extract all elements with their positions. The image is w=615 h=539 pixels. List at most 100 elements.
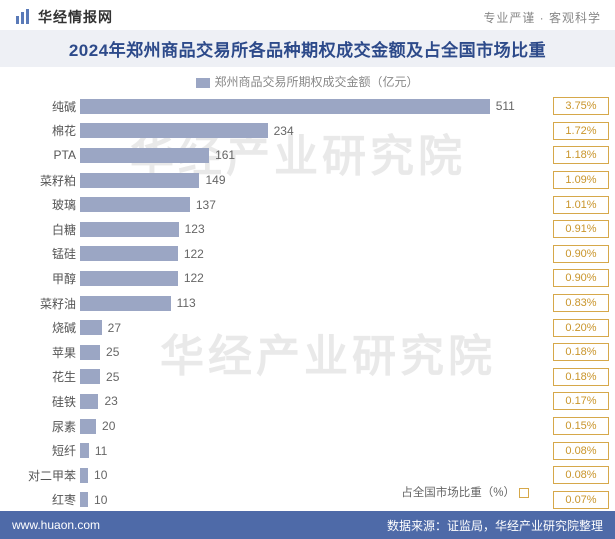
brand-slogan: 专业严谨 · 客观科学 [483, 9, 601, 26]
bar [80, 271, 178, 286]
bar-chart: 纯碱5113.75%棉花2341.72%PTA1611.18%菜籽粕1491.0… [0, 92, 615, 510]
bar [80, 369, 100, 384]
pct-box: 3.75% [553, 97, 609, 115]
bar [80, 99, 490, 114]
value-label: 113 [177, 296, 196, 310]
pct-box: 0.15% [553, 417, 609, 435]
category-label: 锰硅 [0, 245, 76, 262]
legend-series: 郑州商品交易所期权成交金额（亿元） [0, 67, 615, 92]
bar [80, 320, 102, 335]
bar-row: 菜籽粕1491.09% [80, 168, 521, 193]
pct-box: 0.20% [553, 319, 609, 337]
category-label: 菜籽油 [0, 295, 76, 312]
bar [80, 394, 98, 409]
value-label: 161 [215, 148, 235, 162]
bar [80, 443, 89, 458]
value-label: 10 [94, 493, 107, 507]
bar-row: 尿素200.15% [80, 414, 521, 439]
pct-legend: 占全国市场比重（%） [399, 483, 531, 501]
bar [80, 492, 88, 507]
bar [80, 148, 209, 163]
bar-row: 棉花2341.72% [80, 119, 521, 144]
pct-box: 0.18% [553, 343, 609, 361]
value-label: 23 [104, 394, 117, 408]
bar-row: 烧碱270.20% [80, 315, 521, 340]
bar-row: 苹果250.18% [80, 340, 521, 365]
bar-row: 锰硅1220.90% [80, 242, 521, 267]
bar-row: PTA1611.18% [80, 143, 521, 168]
category-label: 烧碱 [0, 319, 76, 336]
value-label: 137 [196, 198, 216, 212]
value-label: 122 [184, 271, 204, 285]
legend-swatch-icon [196, 78, 210, 88]
pct-box: 0.91% [553, 220, 609, 238]
category-label: 花生 [0, 368, 76, 385]
bar [80, 173, 199, 188]
pct-box: 1.01% [553, 196, 609, 214]
category-label: 红枣 [0, 491, 76, 508]
category-label: 尿素 [0, 418, 76, 435]
logo-icon [14, 8, 32, 26]
chart-title: 2024年郑州商品交易所各品种期权成交金额及占全国市场比重 [0, 30, 615, 67]
bar-row: 纯碱5113.75% [80, 94, 521, 119]
bar-row: 白糖1230.91% [80, 217, 521, 242]
category-label: 甲醇 [0, 270, 76, 287]
bar [80, 468, 88, 483]
bar [80, 419, 96, 434]
value-label: 11 [95, 444, 107, 458]
bar [80, 296, 171, 311]
bar-row: 菜籽油1130.83% [80, 291, 521, 316]
legend-series-label: 郑州商品交易所期权成交金额（亿元） [214, 75, 418, 89]
value-label: 10 [94, 468, 107, 482]
category-label: 对二甲苯 [0, 467, 76, 484]
bar-row: 短纤110.08% [80, 438, 521, 463]
bar [80, 123, 268, 138]
brand-logo: 华经情报网 [14, 7, 113, 27]
category-label: 菜籽粕 [0, 172, 76, 189]
category-label: 棉花 [0, 122, 76, 139]
category-label: 纯碱 [0, 98, 76, 115]
category-label: PTA [0, 148, 76, 162]
footer-url: www.huaon.com [12, 518, 100, 532]
bar-row: 甲醇1220.90% [80, 266, 521, 291]
pct-legend-label: 占全国市场比重（%） [401, 487, 515, 499]
pct-box: 0.08% [553, 466, 609, 484]
pct-box: 1.18% [553, 146, 609, 164]
pct-box: 0.18% [553, 368, 609, 386]
bar [80, 222, 179, 237]
pct-box: 0.17% [553, 392, 609, 410]
value-label: 122 [184, 247, 204, 261]
bar-row: 硅铁230.17% [80, 389, 521, 414]
bar-row: 玻璃1371.01% [80, 192, 521, 217]
pct-box: 0.90% [553, 245, 609, 263]
pct-box: 0.83% [553, 294, 609, 312]
footer-source: 数据来源：证监局，华经产业研究院整理 [387, 517, 603, 534]
value-label: 25 [106, 345, 119, 359]
header: 华经情报网 专业严谨 · 客观科学 [0, 0, 615, 30]
value-label: 123 [185, 222, 205, 236]
value-label: 234 [274, 124, 294, 138]
category-label: 苹果 [0, 344, 76, 361]
pct-legend-swatch-icon [519, 488, 529, 498]
value-label: 25 [106, 370, 119, 384]
footer: www.huaon.com 数据来源：证监局，华经产业研究院整理 [0, 511, 615, 539]
category-label: 玻璃 [0, 196, 76, 213]
bar [80, 197, 190, 212]
value-label: 511 [496, 99, 515, 113]
pct-box: 0.08% [553, 442, 609, 460]
bar-row: 花生250.18% [80, 365, 521, 390]
value-label: 27 [108, 321, 121, 335]
pct-box: 0.07% [553, 491, 609, 509]
pct-box: 1.09% [553, 171, 609, 189]
value-label: 149 [205, 173, 225, 187]
category-label: 白糖 [0, 221, 76, 238]
value-label: 20 [102, 419, 115, 433]
bar [80, 246, 178, 261]
pct-box: 1.72% [553, 122, 609, 140]
category-label: 硅铁 [0, 393, 76, 410]
brand-name: 华经情报网 [38, 7, 113, 27]
pct-box: 0.90% [553, 269, 609, 287]
category-label: 短纤 [0, 442, 76, 459]
bar [80, 345, 100, 360]
chart-container: 华经产业研究院 华经产业研究院 华经情报网 专业严谨 · 客观科学 2024年郑… [0, 0, 615, 539]
